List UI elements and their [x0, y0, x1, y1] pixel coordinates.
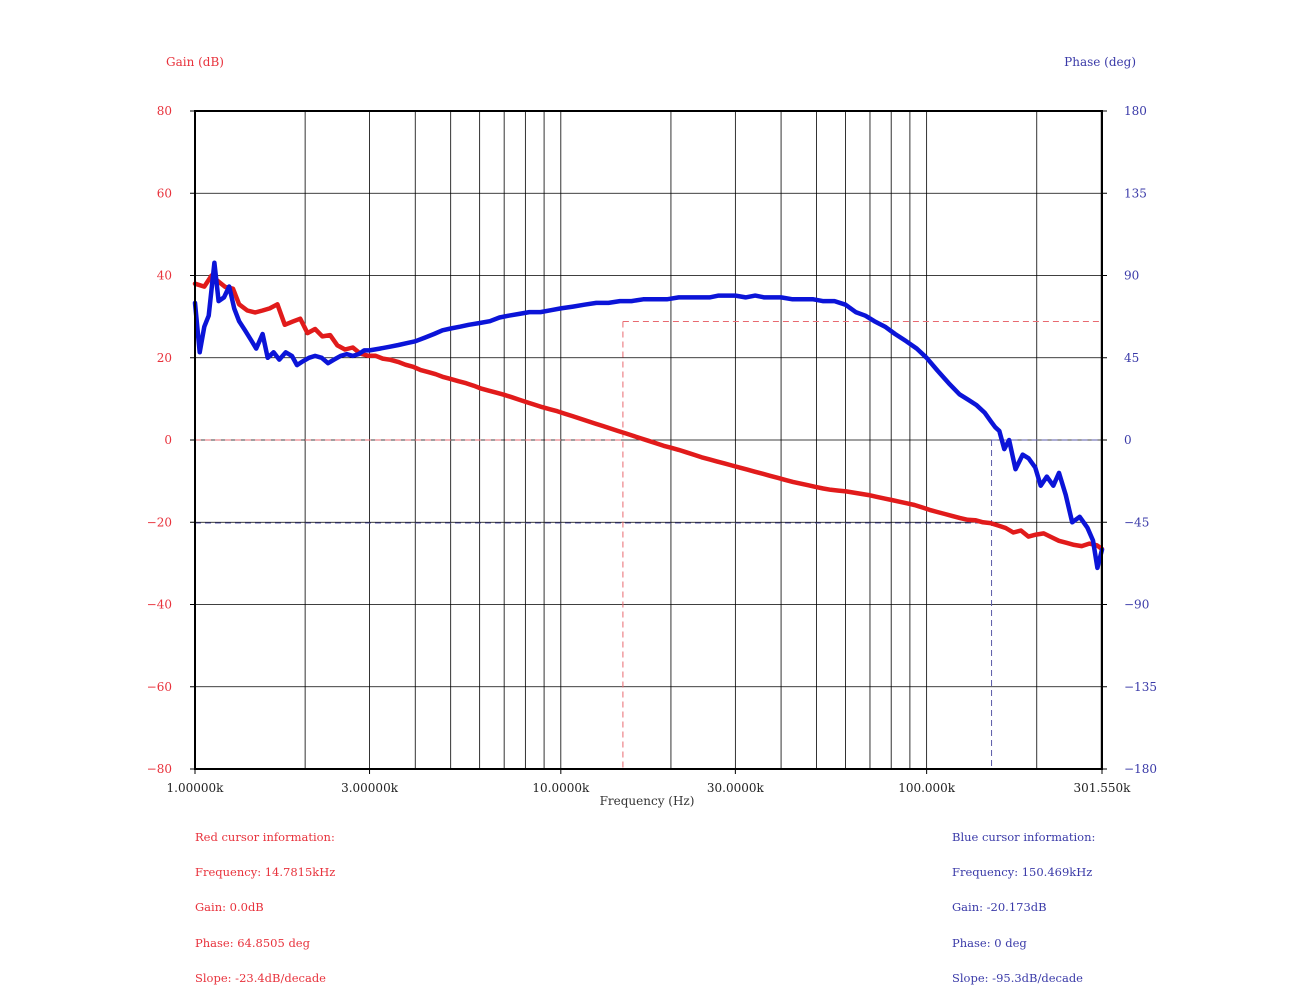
x-tick-label: 10.0000k: [532, 781, 590, 795]
y-left-tick-label: −80: [147, 762, 172, 776]
y-left-tick-label: 80: [157, 104, 172, 118]
red-cursor-info: Red cursor information: Frequency: 14.78…: [195, 808, 335, 997]
blue-cursor-gain: Gain: -20.173dB: [952, 900, 1047, 915]
blue-cursor-phase: Phase: 0 deg: [952, 935, 1027, 950]
y-left-tick-label: 40: [157, 269, 172, 283]
y-left-tick-label: −40: [147, 598, 172, 612]
y-right-tick-label: −180: [1124, 762, 1157, 776]
y-right-tick-label: −45: [1124, 515, 1149, 529]
y-right-tick-label: −135: [1124, 680, 1157, 694]
blue-cursor-info: Blue cursor information: Frequency: 150.…: [952, 808, 1095, 997]
red-cursor-frequency: Frequency: 14.7815kHz: [195, 864, 336, 879]
tick-marks: [190, 110, 1107, 774]
y-left-tick-label: 20: [157, 351, 172, 365]
cursor-lines: [195, 320, 1102, 769]
y-left-tick-label: −20: [147, 515, 172, 529]
red-cursor-slope: Slope: -23.4dB/decade: [195, 971, 326, 986]
y-right-tick-label: −90: [1124, 598, 1149, 612]
y-right-tick-label: 180: [1124, 104, 1147, 118]
y-left-tick-label: −60: [147, 680, 172, 694]
x-tick-label: 100.000k: [898, 781, 956, 795]
y-left-tick-label: 60: [157, 186, 172, 200]
red-cursor-phase: Phase: 64.8505 deg: [195, 935, 310, 950]
y-axis-right-label: Phase (deg): [1064, 55, 1136, 69]
x-tick-label: 30.0000k: [707, 781, 765, 795]
tick-labels: 80 60 40 20 0 −20 −40 −60 −80 180 135 90 45 0 −45 −90 −1…: [147, 104, 1157, 795]
grid-lines: [195, 111, 1102, 769]
y-axis-left-label: Gain (dB): [166, 55, 224, 69]
x-tick-label: 301.550k: [1074, 781, 1132, 795]
x-axis-label: Frequency (Hz): [600, 794, 695, 808]
bode-plot: 80 60 40 20 0 −20 −40 −60 −80 180 135 90 45 0 −45 −90 −1…: [147, 55, 1157, 808]
y-right-tick-label: 45: [1124, 351, 1139, 365]
series-lines: [192, 260, 1105, 571]
phase-series-line: [192, 260, 1105, 571]
y-right-tick-label: 0: [1124, 433, 1132, 447]
x-tick-label: 3.00000k: [341, 781, 399, 795]
y-right-tick-label: 90: [1124, 269, 1139, 283]
blue-cursor-title: Blue cursor information:: [952, 829, 1096, 844]
blue-cursor-slope: Slope: -95.3dB/decade: [952, 971, 1083, 986]
blue-cursor-frequency: Frequency: 150.469kHz: [952, 864, 1093, 879]
gain-series-line: [192, 273, 1105, 552]
x-tick-label: 1.00000k: [167, 781, 225, 795]
y-left-tick-label: 0: [164, 433, 172, 447]
y-right-tick-label: 135: [1124, 186, 1147, 200]
red-cursor-gain: Gain: 0.0dB: [195, 900, 264, 915]
red-cursor-title: Red cursor information:: [195, 829, 335, 844]
